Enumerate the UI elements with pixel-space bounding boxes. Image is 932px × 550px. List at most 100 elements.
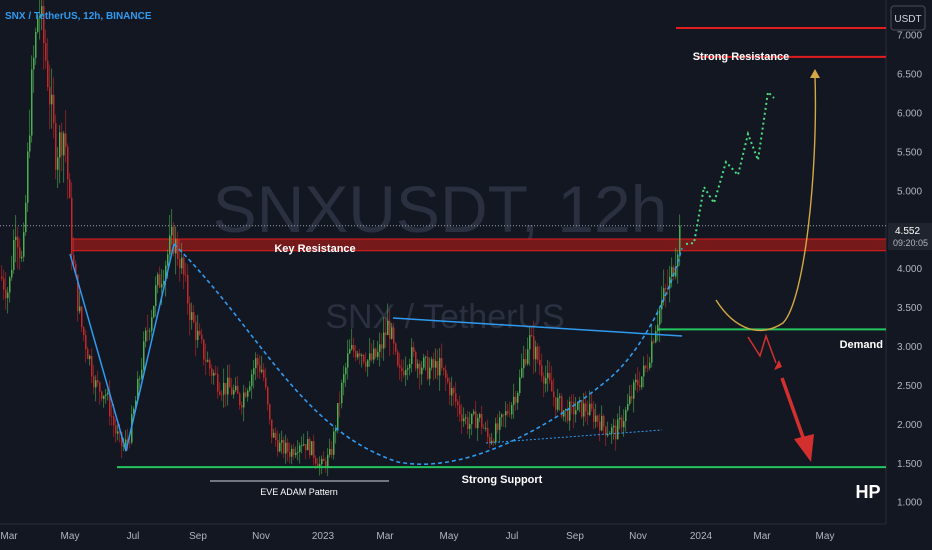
candle-body xyxy=(453,388,455,394)
demand-label: Demand xyxy=(840,339,883,351)
candle-body xyxy=(249,386,251,391)
candle-body xyxy=(47,60,49,88)
candle-body xyxy=(143,341,145,370)
candle-body xyxy=(567,408,569,421)
candle-body xyxy=(171,226,173,236)
rising-support-trendline[interactable] xyxy=(485,429,663,444)
price-tick-label: 3.000 xyxy=(897,342,922,353)
candle-body xyxy=(543,376,545,384)
candle-body xyxy=(247,390,249,397)
strong-resistance-label: Strong Resistance xyxy=(693,51,790,63)
candle-body xyxy=(485,428,487,429)
key-resistance-zone[interactable] xyxy=(72,239,886,251)
candle-body xyxy=(489,436,491,444)
candle-body xyxy=(299,445,301,453)
watermark-main: SNXUSDT, 12h xyxy=(213,172,668,246)
candle-body xyxy=(419,363,421,375)
candle-body xyxy=(525,359,527,364)
candle-body xyxy=(163,281,165,285)
candle-body xyxy=(55,123,57,170)
candle-body xyxy=(581,400,583,417)
time-tick-label: Mar xyxy=(0,531,18,542)
candle-body xyxy=(545,378,547,384)
candle-body xyxy=(45,43,47,61)
candle-body xyxy=(207,360,209,362)
candle-body xyxy=(465,417,467,419)
candle-body xyxy=(87,349,89,360)
currency-button-label: USDT xyxy=(894,14,921,25)
candle-body xyxy=(225,382,227,395)
time-tick-label: Jul xyxy=(127,531,140,542)
candle-body xyxy=(367,360,369,367)
candle-body xyxy=(103,395,105,399)
candle-body xyxy=(585,403,587,412)
candle-body xyxy=(271,419,273,438)
last-price-value: 4.552 xyxy=(895,226,920,237)
candle-body xyxy=(569,401,571,421)
candle-body xyxy=(519,377,521,394)
candle-body xyxy=(107,392,109,395)
candle-body xyxy=(335,429,337,432)
candle-body xyxy=(355,351,357,358)
candle-body xyxy=(153,305,155,318)
u-shaped-projection[interactable] xyxy=(715,75,817,332)
adam-cup-curve[interactable] xyxy=(173,243,683,465)
time-tick-label: Sep xyxy=(566,531,584,542)
candle-body xyxy=(75,263,77,275)
bullish-projection-path[interactable] xyxy=(685,89,775,245)
candle-body xyxy=(405,369,407,376)
candle-body xyxy=(309,439,311,456)
candle-body xyxy=(65,133,67,147)
candle-body xyxy=(595,415,597,422)
candle-body xyxy=(533,336,535,360)
candle-body xyxy=(31,69,33,136)
candle-body xyxy=(481,414,483,428)
candle-body xyxy=(403,371,405,376)
time-axis[interactable]: Mar May Jul Sep Nov 2023 Mar May Jul Sep Nov 2024 Ma… xyxy=(0,531,834,542)
candle-body xyxy=(589,403,591,416)
candle-body xyxy=(217,374,219,392)
candle-body xyxy=(469,424,471,429)
candle-body xyxy=(27,151,29,203)
candle-body xyxy=(37,17,39,32)
bearish-arrow-shaft[interactable] xyxy=(780,377,806,441)
candle-body xyxy=(187,275,189,304)
neckline-trendline[interactable] xyxy=(392,317,683,337)
candle-body xyxy=(397,351,399,366)
candle-body xyxy=(229,377,231,388)
candle-body xyxy=(613,425,615,428)
candle-body xyxy=(181,257,183,269)
currency-button[interactable]: USDT xyxy=(890,5,926,31)
eve-adam-label: EVE ADAM Pattern xyxy=(260,487,338,497)
candle-body xyxy=(557,397,559,410)
eve-v-trendline[interactable] xyxy=(69,243,175,452)
candle-body xyxy=(619,417,621,420)
candle-body xyxy=(211,368,213,376)
bearish-zigzag[interactable] xyxy=(747,333,777,364)
candle-body xyxy=(627,404,629,411)
candle-body xyxy=(99,382,101,392)
candle-body xyxy=(647,367,649,369)
candle-body xyxy=(219,391,221,395)
bearish-zigzag-head xyxy=(774,360,782,370)
candle-body xyxy=(535,346,537,360)
candle-body xyxy=(293,448,295,456)
candle-body xyxy=(199,330,201,335)
candle-body xyxy=(447,377,449,382)
candle-body xyxy=(15,236,17,241)
candle-body xyxy=(351,345,353,350)
candle-body xyxy=(673,267,675,277)
candle-body xyxy=(377,351,379,357)
candle-body xyxy=(197,330,199,340)
candle-body xyxy=(347,353,349,368)
candle-body xyxy=(133,408,135,415)
candle-body xyxy=(11,269,13,278)
candle-body xyxy=(389,320,391,339)
candle-body xyxy=(671,267,673,277)
candle-body xyxy=(349,349,351,354)
candle-body xyxy=(583,403,585,417)
candle-body xyxy=(269,404,271,420)
candle-body xyxy=(345,367,347,375)
candle-body xyxy=(205,359,207,362)
